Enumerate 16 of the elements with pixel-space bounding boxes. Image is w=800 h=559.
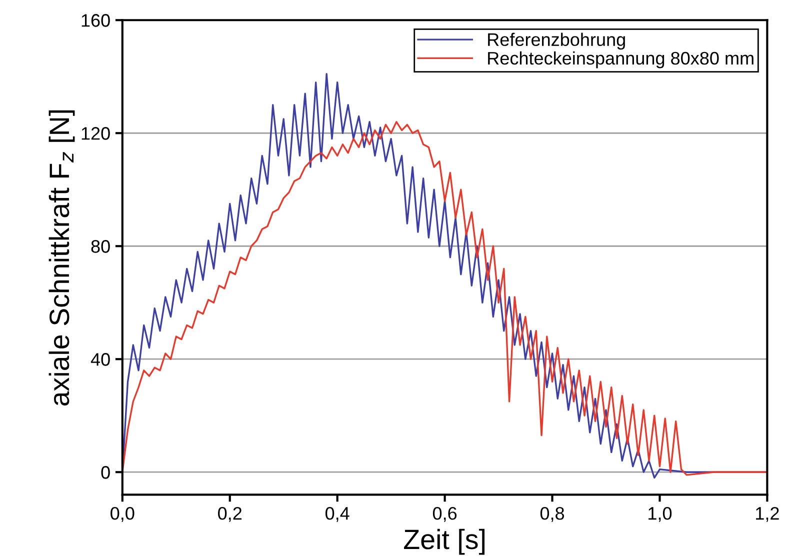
legend-label: Rechteckeinspannung 80x80 mm xyxy=(488,51,754,68)
x-tick-label: 0,8 xyxy=(540,506,564,522)
x-tick-label: 0,2 xyxy=(218,506,242,522)
y-tick-label: 120 xyxy=(82,127,110,140)
x-tick-label: 1,0 xyxy=(648,506,672,522)
x-tick-label: 1,2 xyxy=(756,506,779,522)
y-tick-label: 40 xyxy=(90,353,110,366)
legend-label: Referenzbohrung xyxy=(488,32,625,50)
y-axis-title: axiale Schnittkraft F$_{z}$ [N] xyxy=(48,110,75,406)
y-tick-label: 80 xyxy=(91,240,110,253)
y-tick-label: 160 xyxy=(82,14,110,27)
x-tick-label: 0,6 xyxy=(432,506,457,522)
y-tick-label: 0 xyxy=(101,466,110,479)
x-tick-label: 0,0 xyxy=(110,506,134,522)
x-axis-title: Zeit [s] xyxy=(404,528,484,555)
x-tick-label: 0,4 xyxy=(325,506,350,522)
